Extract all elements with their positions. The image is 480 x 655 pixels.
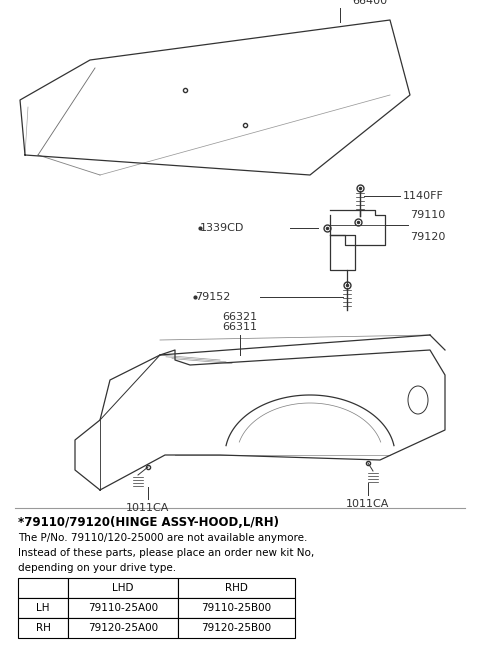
Text: 79120-25A00: 79120-25A00 <box>88 623 158 633</box>
Bar <box>178 578 295 598</box>
Text: 66400: 66400 <box>352 0 387 6</box>
Text: 79110-25A00: 79110-25A00 <box>88 603 158 613</box>
Text: depending on your drive type.: depending on your drive type. <box>18 563 176 573</box>
Text: LHD: LHD <box>112 583 134 593</box>
Text: *79110/79120(HINGE ASSY-HOOD,L/RH): *79110/79120(HINGE ASSY-HOOD,L/RH) <box>18 516 279 529</box>
Text: 1339CD: 1339CD <box>200 223 244 233</box>
Text: 79152: 79152 <box>195 292 230 302</box>
Bar <box>178 618 295 638</box>
Text: Instead of these parts, please place an order new kit No,: Instead of these parts, please place an … <box>18 548 314 558</box>
Bar <box>178 598 295 618</box>
Text: 79110-25B00: 79110-25B00 <box>202 603 272 613</box>
Bar <box>68 598 178 618</box>
Text: 79120: 79120 <box>410 232 445 242</box>
Text: The P/No. 79110/120-25000 are not available anymore.: The P/No. 79110/120-25000 are not availa… <box>18 533 307 543</box>
Bar <box>68 618 178 638</box>
Text: 79110: 79110 <box>410 210 445 220</box>
Text: 1011CA: 1011CA <box>126 503 170 513</box>
Text: 79120-25B00: 79120-25B00 <box>202 623 272 633</box>
Text: RHD: RHD <box>225 583 248 593</box>
Bar <box>18 578 68 598</box>
Text: 66311: 66311 <box>223 322 257 332</box>
Bar <box>18 598 68 618</box>
Bar <box>68 578 178 598</box>
Text: 1011CA: 1011CA <box>346 499 390 509</box>
Text: 1140FF: 1140FF <box>403 191 444 201</box>
Text: 66321: 66321 <box>222 312 258 322</box>
Text: RH: RH <box>36 623 50 633</box>
Text: LH: LH <box>36 603 50 613</box>
Bar <box>18 618 68 638</box>
